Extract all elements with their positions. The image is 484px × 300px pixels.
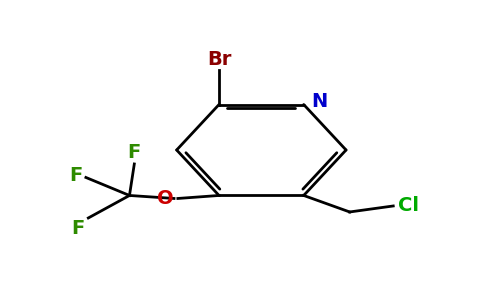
Text: F: F bbox=[69, 167, 82, 185]
Text: F: F bbox=[128, 143, 141, 163]
Text: Br: Br bbox=[207, 50, 231, 68]
Text: O: O bbox=[157, 189, 174, 208]
Text: N: N bbox=[311, 92, 327, 111]
Text: F: F bbox=[71, 220, 84, 238]
Text: Cl: Cl bbox=[398, 196, 419, 215]
